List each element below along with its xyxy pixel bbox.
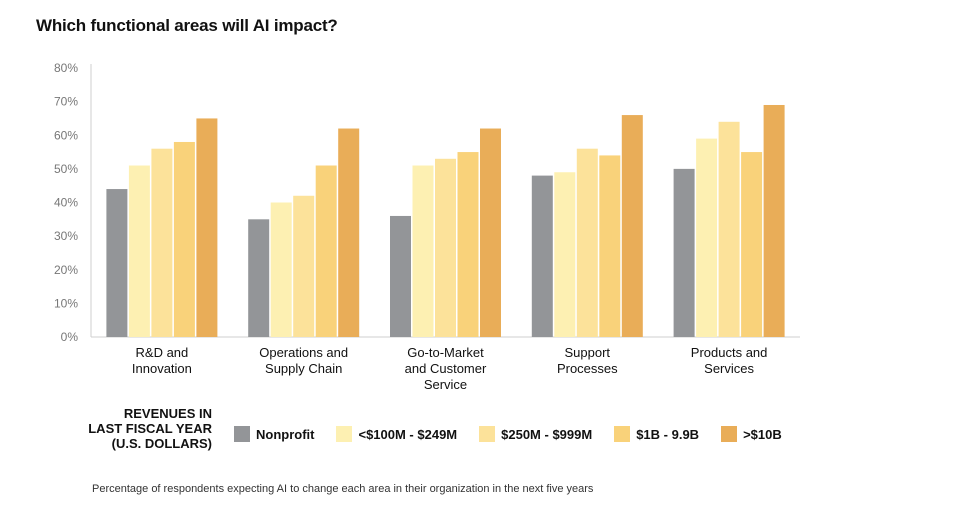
legend-swatch (336, 426, 353, 442)
y-tick-label: 80% (54, 61, 78, 75)
bar (412, 165, 434, 337)
bar (196, 118, 218, 337)
x-category-label: Services (704, 361, 754, 376)
chart-title: Which functional areas will AI impact? (36, 16, 338, 35)
bar (741, 152, 763, 337)
bar (696, 138, 718, 337)
x-category-label: Supply Chain (265, 361, 342, 376)
legend-title-line: LAST FISCAL YEAR (88, 421, 212, 436)
y-tick-label: 40% (54, 196, 78, 210)
bar (457, 152, 479, 337)
legend-label: $250M - $999M (501, 426, 593, 442)
bar (576, 148, 598, 337)
bar (270, 202, 292, 337)
x-category-label: Go-to-Market (407, 345, 484, 360)
bar (248, 219, 270, 337)
bar (554, 172, 576, 337)
y-tick-label: 0% (61, 330, 79, 344)
bar (293, 195, 315, 337)
bar (173, 141, 195, 337)
bar (718, 121, 740, 337)
legend-item-10b: >$10B (721, 426, 782, 442)
x-category-label: Processes (557, 361, 618, 376)
x-category-label: Support (565, 345, 611, 360)
legend-item-1b-9-9b: $1B - 9.9B (614, 426, 699, 442)
legend-swatch (479, 426, 496, 442)
x-category-label: Operations and (259, 345, 348, 360)
x-category-label: Products and (691, 345, 768, 360)
bar (531, 175, 553, 337)
legend-item-250m-999m: $250M - $999M (479, 426, 592, 442)
bar (106, 189, 128, 337)
legend-item-100m-249m: <$100M - $249M (336, 426, 457, 442)
chart-caption: Percentage of respondents expecting AI t… (92, 483, 594, 495)
bar (599, 155, 621, 337)
legend-label: $1B - 9.9B (636, 426, 700, 442)
bar (151, 148, 173, 337)
x-category-label: and Customer (405, 361, 487, 376)
x-category-label: Innovation (132, 361, 192, 376)
bar (673, 168, 695, 337)
y-tick-label: 20% (54, 263, 78, 277)
y-tick-label: 70% (54, 95, 78, 109)
y-tick-label: 30% (54, 229, 78, 243)
legend-item-nonprofit: Nonprofit (234, 426, 314, 442)
bar (315, 165, 337, 337)
legend-swatch (234, 426, 250, 442)
bar (435, 158, 456, 337)
bar (480, 128, 501, 337)
y-tick-label: 60% (54, 128, 78, 142)
bar (621, 115, 643, 337)
y-tick-label: 10% (54, 296, 78, 310)
y-tick-label: 50% (54, 162, 78, 176)
bar (390, 215, 411, 337)
legend-title-line: (U.S. DOLLARS) (111, 436, 212, 451)
bar (128, 165, 150, 337)
x-category-label: Service (424, 377, 467, 392)
legend-label: >$10B (743, 426, 782, 442)
legend: Nonprofit <$100M - $249M $250M - $999M $… (234, 426, 804, 442)
legend-label: Nonprofit (256, 426, 315, 442)
bar (338, 128, 360, 337)
legend-title: REVENUES IN LAST FISCAL YEAR (U.S. DOLLA… (60, 406, 212, 451)
legend-swatch (721, 426, 738, 442)
x-category-label: R&D and (136, 345, 189, 360)
bar (763, 104, 785, 337)
legend-label: <$100M - $249M (358, 426, 458, 442)
legend-swatch (614, 426, 631, 442)
legend-title-line: REVENUES IN (123, 406, 212, 421)
